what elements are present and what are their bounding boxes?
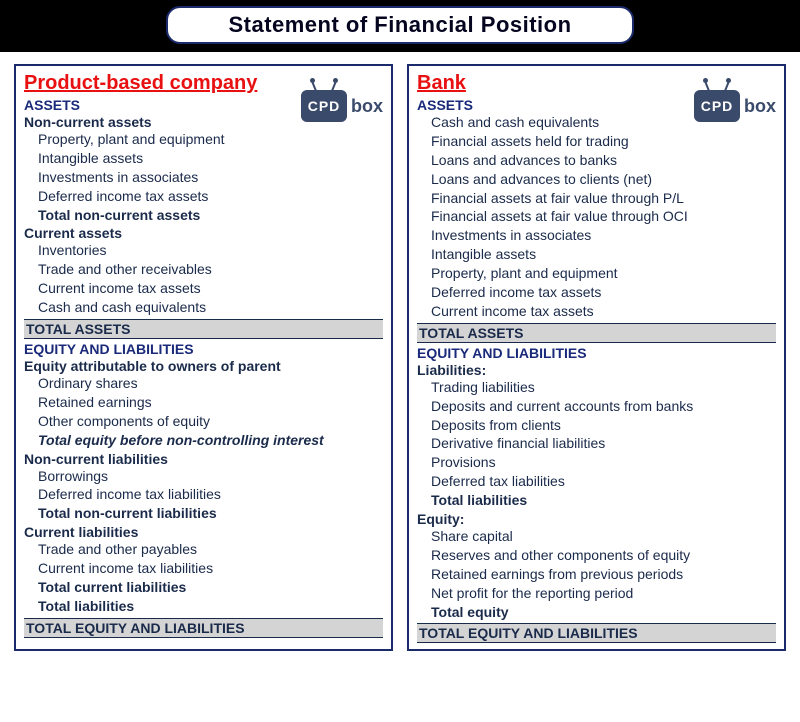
logo-tv-icon: CPD bbox=[301, 90, 347, 122]
list-item: Financial assets at fair value through O… bbox=[417, 207, 776, 226]
list-item: Other components of equity bbox=[24, 412, 383, 431]
list-item: Intangible assets bbox=[417, 245, 776, 264]
list-item: Share capital bbox=[417, 527, 776, 546]
list-item: Property, plant and equipment bbox=[417, 264, 776, 283]
panel-bank: CPD box Bank ASSETS Cash and cash equiva… bbox=[407, 64, 786, 651]
page-title: Statement of Financial Position bbox=[166, 6, 633, 44]
list-item: Loans and advances to clients (net) bbox=[417, 170, 776, 189]
list-item: Deferred income tax liabilities bbox=[24, 485, 383, 504]
list-item: Trading liabilities bbox=[417, 378, 776, 397]
ncl-total: Total non-current liabilities bbox=[24, 504, 383, 523]
list-item: Current income tax assets bbox=[417, 302, 776, 321]
list-item: Deposits from clients bbox=[417, 416, 776, 435]
list-item: Retained earnings bbox=[24, 393, 383, 412]
list-item: Investments in associates bbox=[417, 226, 776, 245]
list-item: Current income tax liabilities bbox=[24, 559, 383, 578]
nca-total: Total non-current assets bbox=[24, 206, 383, 225]
list-item: Trade and other payables bbox=[24, 540, 383, 559]
eql-header: EQUITY AND LIABILITIES bbox=[417, 345, 776, 361]
list-item: Deferred income tax assets bbox=[417, 283, 776, 302]
list-item: Deferred income tax assets bbox=[24, 187, 383, 206]
logo-tv-icon: CPD bbox=[694, 90, 740, 122]
eql-header: EQUITY AND LIABILITIES bbox=[24, 341, 383, 357]
list-item: Reserves and other components of equity bbox=[417, 546, 776, 565]
list-item: Financial assets held for trading bbox=[417, 132, 776, 151]
list-item: Provisions bbox=[417, 453, 776, 472]
cpdbox-logo: CPD box bbox=[301, 90, 383, 122]
logo-left-text: CPD bbox=[701, 98, 734, 114]
list-item: Cash and cash equivalents bbox=[24, 298, 383, 317]
title-bar: Statement of Financial Position bbox=[0, 0, 800, 52]
list-item: Deferred tax liabilities bbox=[417, 472, 776, 491]
equity-total: Total equity before non-controlling inte… bbox=[24, 431, 383, 450]
list-item: Financial assets at fair value through P… bbox=[417, 189, 776, 208]
list-item: Inventories bbox=[24, 241, 383, 260]
list-item: Investments in associates bbox=[24, 168, 383, 187]
list-item: Deposits and current accounts from banks bbox=[417, 397, 776, 416]
liab-header: Liabilities: bbox=[417, 362, 776, 378]
list-item: Property, plant and equipment bbox=[24, 130, 383, 149]
cl-total: Total current liabilities bbox=[24, 578, 383, 597]
list-item: Trade and other receivables bbox=[24, 260, 383, 279]
total-eql-bar: TOTAL EQUITY AND LIABILITIES bbox=[417, 623, 776, 643]
logo-right-text: box bbox=[349, 96, 383, 117]
cpdbox-logo: CPD box bbox=[694, 90, 776, 122]
list-item: Derivative financial liabilities bbox=[417, 434, 776, 453]
list-item: Intangible assets bbox=[24, 149, 383, 168]
equity-header: Equity: bbox=[417, 511, 776, 527]
panel-product-company: CPD box Product-based company ASSETS Non… bbox=[14, 64, 393, 651]
liab-total: Total liabilities bbox=[417, 491, 776, 510]
columns: CPD box Product-based company ASSETS Non… bbox=[0, 52, 800, 665]
logo-right-text: box bbox=[742, 96, 776, 117]
list-item: Ordinary shares bbox=[24, 374, 383, 393]
ca-header: Current assets bbox=[24, 225, 383, 241]
ncl-header: Non-current liabilities bbox=[24, 451, 383, 467]
list-item: Loans and advances to banks bbox=[417, 151, 776, 170]
total-assets-bar: TOTAL ASSETS bbox=[24, 319, 383, 339]
list-item: Borrowings bbox=[24, 467, 383, 486]
total-eql-bar: TOTAL EQUITY AND LIABILITIES bbox=[24, 618, 383, 638]
logo-left-text: CPD bbox=[308, 98, 341, 114]
total-assets-bar: TOTAL ASSETS bbox=[417, 323, 776, 343]
list-item: Net profit for the reporting period bbox=[417, 584, 776, 603]
liab-total: Total liabilities bbox=[24, 597, 383, 616]
cl-header: Current liabilities bbox=[24, 524, 383, 540]
list-item: Retained earnings from previous periods bbox=[417, 565, 776, 584]
equity-header: Equity attributable to owners of parent bbox=[24, 358, 383, 374]
equity-total: Total equity bbox=[417, 603, 776, 622]
list-item: Current income tax assets bbox=[24, 279, 383, 298]
